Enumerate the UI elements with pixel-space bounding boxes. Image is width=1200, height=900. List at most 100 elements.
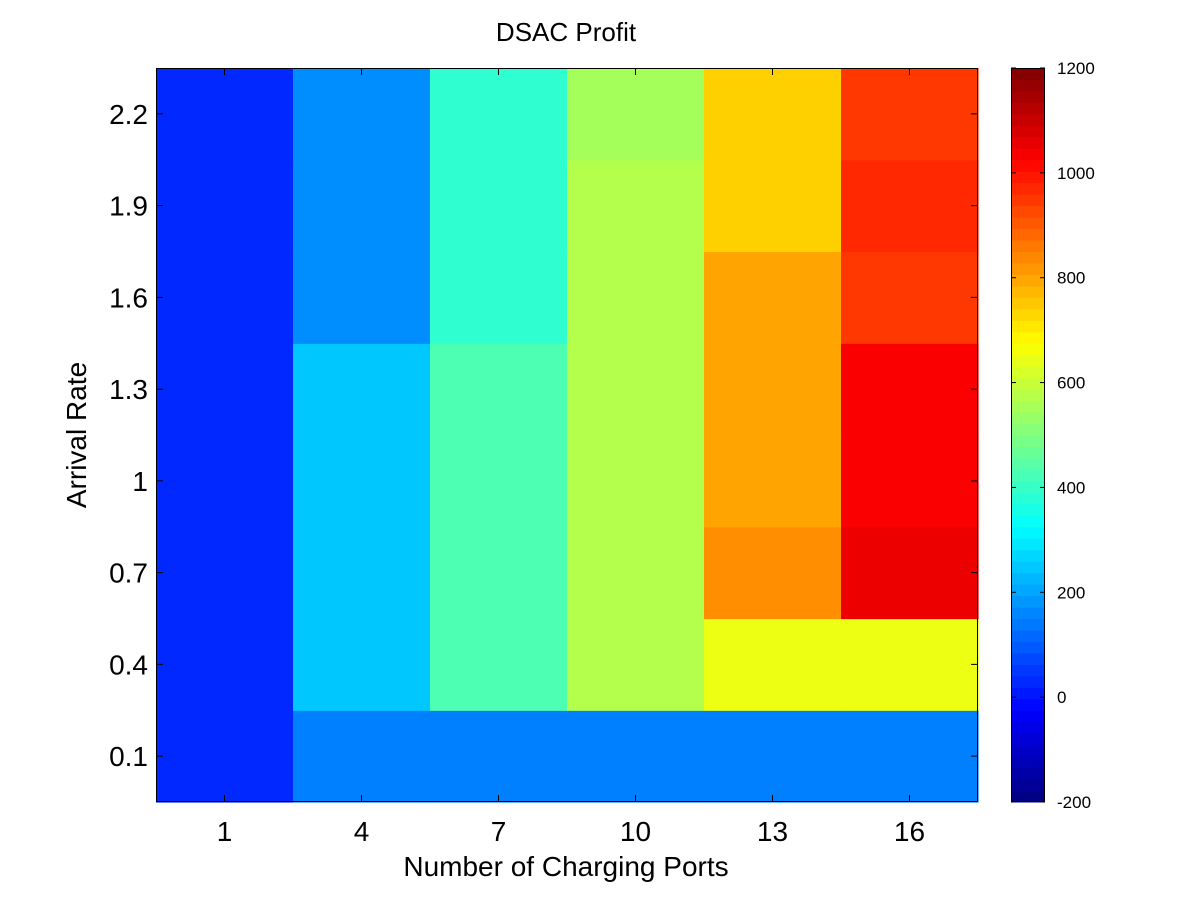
colorbar-band bbox=[1011, 228, 1045, 241]
chart-title: DSAC Profit bbox=[496, 17, 637, 47]
colorbar-band bbox=[1011, 113, 1045, 126]
colorbar-band bbox=[1011, 125, 1045, 138]
heatmap-cell bbox=[567, 68, 705, 161]
plot-frame bbox=[156, 68, 978, 802]
colorbar-band bbox=[1011, 389, 1045, 402]
heatmap-cells bbox=[156, 68, 979, 803]
colorbar-gradient bbox=[1011, 68, 1045, 803]
colorbar-band bbox=[1011, 446, 1045, 459]
x-tick-label: 4 bbox=[354, 816, 370, 847]
colorbar-band bbox=[1011, 297, 1045, 310]
colorbar-band bbox=[1011, 354, 1045, 367]
colorbar-band bbox=[1011, 744, 1045, 757]
heatmap-cell bbox=[841, 618, 979, 711]
colorbar-band bbox=[1011, 641, 1045, 654]
heatmap-cell bbox=[430, 435, 568, 528]
colorbar-band bbox=[1011, 262, 1045, 275]
colorbar-band bbox=[1011, 652, 1045, 665]
heatmap-cell bbox=[841, 526, 979, 620]
heatmap-cell bbox=[293, 251, 431, 344]
colorbar-band bbox=[1011, 68, 1045, 80]
heatmap-cell bbox=[293, 526, 431, 620]
colorbar-band bbox=[1011, 515, 1045, 528]
colorbar-band bbox=[1011, 710, 1045, 723]
colorbar-band bbox=[1011, 618, 1045, 631]
colorbar-band bbox=[1011, 90, 1045, 103]
colorbar-band bbox=[1011, 240, 1045, 252]
colorbar-band bbox=[1011, 698, 1045, 711]
heatmap-cell bbox=[430, 710, 568, 803]
colorbar-band bbox=[1011, 629, 1045, 642]
colorbar-band bbox=[1011, 435, 1045, 447]
heatmap-cell bbox=[430, 343, 568, 436]
colorbar-band bbox=[1011, 343, 1045, 356]
colorbar-band bbox=[1011, 182, 1045, 195]
heatmap-cell bbox=[704, 435, 842, 528]
y-tick-label: 0.4 bbox=[109, 649, 148, 680]
heatmap-cell bbox=[430, 68, 568, 161]
heatmap-cell bbox=[293, 159, 431, 253]
heatmap-cell bbox=[567, 710, 705, 803]
heatmap-cell bbox=[841, 159, 979, 253]
colorbar-band bbox=[1011, 377, 1045, 390]
colorbar-band bbox=[1011, 492, 1045, 505]
heatmap-cell bbox=[567, 343, 705, 436]
colorbar-band bbox=[1011, 549, 1045, 562]
y-tick-label: 0.7 bbox=[109, 558, 148, 589]
y-axis-label: Arrival Rate bbox=[61, 362, 92, 508]
colorbar-band bbox=[1011, 572, 1045, 585]
heatmap-cell bbox=[567, 159, 705, 253]
colorbar-band bbox=[1011, 733, 1045, 746]
colorbar-band bbox=[1011, 779, 1045, 792]
y-tick-label: 1 bbox=[132, 466, 148, 497]
colorbar-band bbox=[1011, 469, 1045, 482]
heatmap-cell bbox=[704, 159, 842, 253]
x-axis-ticks: 1 4 7 10 13 16 bbox=[217, 68, 925, 847]
colorbar-ticks: -200 0 200 400 600 800 1000 1200 bbox=[1011, 59, 1095, 812]
colorbar-band bbox=[1011, 102, 1045, 115]
x-tick-label: 16 bbox=[894, 816, 925, 847]
colorbar-band bbox=[1011, 331, 1045, 344]
y-axis-ticks: 0.1 0.4 0.7 1 1.3 1.6 1.9 2.2 bbox=[109, 99, 978, 772]
colorbar-band bbox=[1011, 205, 1045, 218]
heatmap-cell bbox=[156, 526, 294, 620]
heatmap-cell bbox=[704, 343, 842, 436]
heatmap-cell bbox=[293, 68, 431, 161]
colorbar-tick-label: 1200 bbox=[1057, 59, 1095, 78]
colorbar-band bbox=[1011, 664, 1045, 677]
heatmap-cell bbox=[430, 159, 568, 253]
colorbar-band bbox=[1011, 320, 1045, 333]
y-tick-label: 0.1 bbox=[109, 741, 148, 772]
heatmap-cell bbox=[704, 526, 842, 620]
heatmap-cell bbox=[293, 618, 431, 711]
heatmap-cell bbox=[567, 526, 705, 620]
y-tick-label: 1.6 bbox=[109, 282, 148, 313]
heatmap-cell bbox=[567, 251, 705, 344]
colorbar: -200 0 200 400 600 800 1000 1200 bbox=[1011, 59, 1095, 812]
colorbar-band bbox=[1011, 721, 1045, 734]
colorbar-band bbox=[1011, 79, 1045, 92]
colorbar-band bbox=[1011, 607, 1045, 619]
colorbar-band bbox=[1011, 790, 1045, 803]
colorbar-band bbox=[1011, 503, 1045, 516]
colorbar-band bbox=[1011, 400, 1045, 413]
heatmap-cell bbox=[704, 68, 842, 161]
heatmap-cell bbox=[293, 710, 431, 803]
colorbar-band bbox=[1011, 274, 1045, 287]
heatmap-cell bbox=[567, 435, 705, 528]
colorbar-tick-label: 800 bbox=[1057, 269, 1085, 288]
colorbar-tick-label: 0 bbox=[1057, 688, 1066, 707]
heatmap-cell bbox=[293, 343, 431, 436]
colorbar-band bbox=[1011, 171, 1045, 184]
colorbar-band bbox=[1011, 756, 1045, 769]
colorbar-band bbox=[1011, 538, 1045, 551]
colorbar-frame bbox=[1011, 68, 1045, 802]
heatmap-cell bbox=[841, 435, 979, 528]
heatmap-cell bbox=[841, 343, 979, 436]
colorbar-band bbox=[1011, 159, 1045, 172]
heatmap-cell bbox=[156, 618, 294, 711]
colorbar-band bbox=[1011, 412, 1045, 425]
x-axis-label: Number of Charging Ports bbox=[403, 851, 728, 882]
heatmap-cell bbox=[156, 435, 294, 528]
